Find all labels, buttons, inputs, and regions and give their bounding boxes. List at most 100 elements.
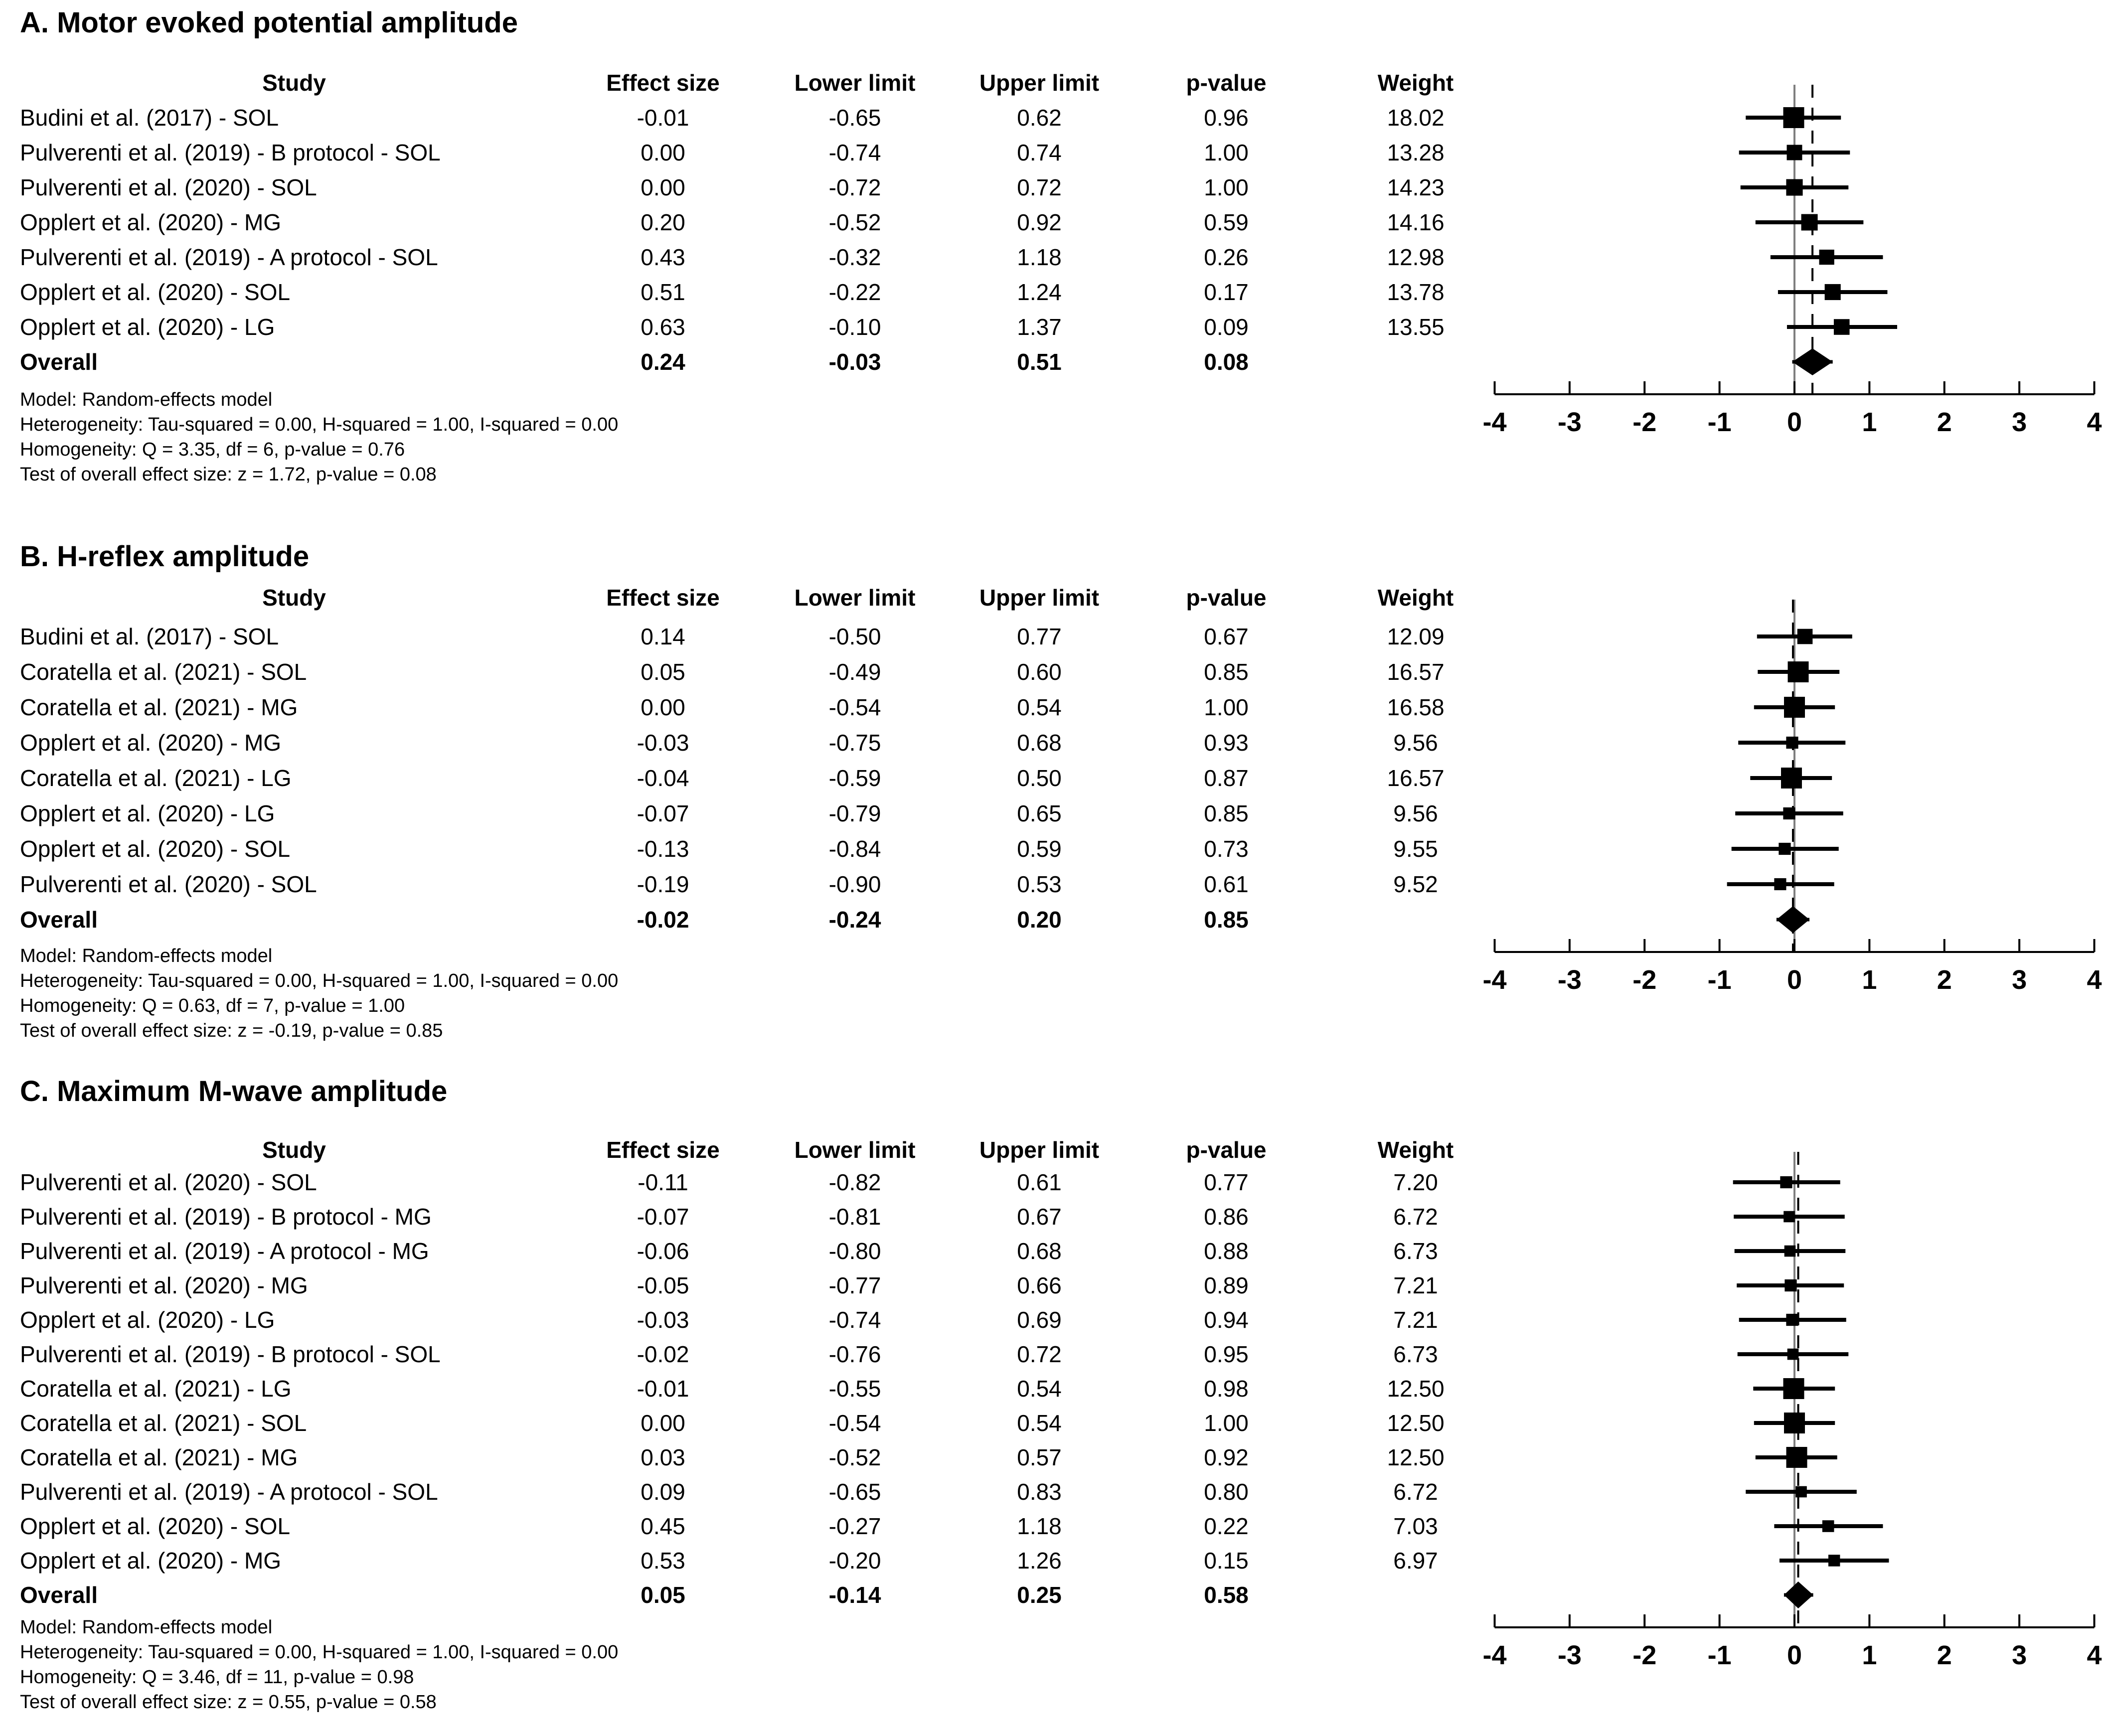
effect-square [1784, 697, 1805, 718]
weight-value: 14.16 [1387, 209, 1445, 235]
overall-diamond [1792, 348, 1833, 375]
column-header-upper: Upper limit [979, 585, 1100, 611]
overall-weight-value [1326, 1578, 1505, 1612]
p-value: 0.85 [1204, 659, 1249, 685]
weight-value: 12.09 [1387, 624, 1445, 649]
table-row: Opplert et al. (2020) - LG 0.63 -0.10 1.37 0… [20, 310, 1505, 344]
upper-limit-value: 0.54 [1017, 1376, 1062, 1402]
upper-limit-value: 0.67 [1017, 1204, 1062, 1230]
effect-size-value: -0.02 [637, 1341, 689, 1367]
weight-value: 12.98 [1387, 244, 1445, 270]
effect-size-value: -0.04 [637, 765, 689, 791]
axis-tick-label: -2 [1632, 407, 1656, 437]
upper-limit-value: 0.68 [1017, 1238, 1062, 1264]
study-label: Pulverenti et al. (2019) - A protocol - … [20, 1238, 429, 1264]
lower-limit-value: -0.84 [828, 836, 881, 862]
study-label: Coratella et al. (2021) - LG [20, 765, 292, 791]
axis-tick-label: 0 [1787, 1640, 1802, 1670]
axis-tick-label: 2 [1937, 407, 1952, 437]
panel-title: A. Motor evoked potential amplitude [20, 6, 518, 39]
overall-row: Overall 0.05 -0.14 0.25 0.58 [20, 1578, 1505, 1612]
p-value: 0.86 [1204, 1204, 1249, 1230]
column-header-lower: Lower limit [794, 1137, 916, 1163]
model-note-line: Test of overall effect size: z = -0.19, … [20, 1020, 443, 1041]
table-row: Coratella et al. (2021) - LG -0.04 -0.59 0.… [20, 761, 1505, 796]
upper-limit-value: 0.53 [1017, 871, 1062, 897]
overall-study-label: Overall [20, 907, 98, 933]
lower-limit-value: -0.54 [828, 694, 881, 720]
table-row: Pulverenti et al. (2019) - B protocol - … [20, 1337, 1505, 1372]
model-note-line: Heterogeneity: Tau-squared = 0.00, H-squ… [20, 970, 619, 991]
axis-tick-label: -4 [1482, 1640, 1506, 1670]
overall-upper-limit-value: 0.25 [1017, 1582, 1062, 1608]
model-note-line: Heterogeneity: Tau-squared = 0.00, H-squ… [20, 1642, 619, 1663]
effect-size-value: -0.03 [637, 730, 689, 756]
effect-size-value: -0.19 [637, 871, 689, 897]
model-note-line: Homogeneity: Q = 0.63, df = 7, p-value =… [20, 995, 405, 1016]
overall-weight-value [1326, 344, 1505, 379]
overall-lower-limit-value: -0.14 [828, 1582, 881, 1608]
axis-tick-label: 3 [2012, 407, 2027, 437]
weight-value: 7.20 [1393, 1169, 1438, 1195]
effect-size-value: 0.00 [641, 694, 685, 720]
forest-plot-c: -4 -3 -2 -1 0 1 2 3 4 [1482, 1152, 2102, 1670]
p-value: 0.94 [1204, 1307, 1249, 1333]
upper-limit-value: 0.83 [1017, 1479, 1062, 1505]
overall-study-label: Overall [20, 349, 98, 375]
axis-tick-label: -4 [1482, 965, 1506, 995]
effect-square [1783, 807, 1795, 820]
upper-limit-value: 1.24 [1017, 279, 1062, 305]
weight-value: 16.58 [1387, 694, 1445, 720]
table-row: Pulverenti et al. (2019) - A protocol - … [20, 1475, 1505, 1509]
weight-value: 9.56 [1393, 800, 1438, 826]
p-value: 0.89 [1204, 1272, 1249, 1298]
column-header-effect: Effect size [606, 1137, 720, 1163]
effect-square [1779, 842, 1791, 855]
table-row: Budini et al. (2017) - SOL -0.01 -0.65 0.62… [20, 100, 1505, 135]
effect-size-value: -0.07 [637, 1204, 689, 1230]
table-row: Pulverenti et al. (2020) - SOL -0.19 -0.90… [20, 867, 1505, 902]
study-label: Coratella et al. (2021) - SOL [20, 1410, 307, 1436]
axis-tick-label: 1 [1862, 965, 1877, 995]
lower-limit-value: -0.49 [828, 659, 881, 685]
study-label: Opplert et al. (2020) - LG [20, 800, 275, 826]
column-header-pvalue: p-value [1186, 1137, 1267, 1163]
study-label: Opplert et al. (2020) - SOL [20, 279, 291, 305]
upper-limit-value: 0.72 [1017, 174, 1062, 200]
study-label: Pulverenti et al. (2019) - A protocol - … [20, 1479, 438, 1505]
lower-limit-value: -0.65 [828, 105, 881, 131]
model-note-line: Model: Random-effects model [20, 1617, 273, 1638]
study-label: Budini et al. (2017) - SOL [20, 624, 279, 649]
upper-limit-value: 0.92 [1017, 209, 1062, 235]
study-label: Pulverenti et al. (2020) - SOL [20, 174, 317, 200]
overall-effect-size-value: -0.02 [637, 907, 689, 933]
model-note-line: Test of overall effect size: z = 0.55, p… [20, 1692, 437, 1713]
lower-limit-value: -0.52 [828, 209, 881, 235]
table-row: Opplert et al. (2020) - LG -0.03 -0.74 0.69… [20, 1303, 1505, 1337]
forest-plot-b: -4 -3 -2 -1 0 1 2 3 4 [1482, 600, 2102, 995]
effect-size-value: -0.03 [637, 1307, 689, 1333]
lower-limit-value: -0.54 [828, 1410, 881, 1436]
effect-square [1783, 107, 1804, 128]
table-row: Opplert et al. (2020) - SOL 0.45 -0.27 1.18… [20, 1509, 1505, 1544]
column-header-study: Study [262, 70, 326, 96]
axis-tick-label: 4 [2087, 965, 2102, 995]
effect-square [1786, 1313, 1798, 1326]
axis-tick-label: 2 [1937, 1640, 1952, 1670]
panel-title: C. Maximum M-wave amplitude [20, 1075, 448, 1107]
effect-size-value: -0.11 [638, 1169, 688, 1195]
weight-value: 14.23 [1387, 174, 1445, 200]
table-row: Opplert et al. (2020) - MG 0.53 -0.20 1.26 0… [20, 1544, 1505, 1578]
study-label: Opplert et al. (2020) - LG [20, 1307, 275, 1333]
effect-size-value: -0.05 [637, 1272, 689, 1298]
column-header-pvalue: p-value [1186, 70, 1267, 96]
weight-value: 6.72 [1393, 1204, 1438, 1230]
column-header-lower: Lower limit [794, 585, 916, 611]
overall-effect-size-value: 0.24 [641, 349, 685, 375]
effect-square [1787, 1348, 1799, 1360]
upper-limit-value: 1.18 [1017, 244, 1062, 270]
axis-tick-label: 4 [2087, 407, 2102, 437]
effect-size-value: 0.09 [641, 1479, 685, 1505]
axis-tick-label: 0 [1787, 407, 1802, 437]
weight-value: 7.21 [1393, 1307, 1438, 1333]
